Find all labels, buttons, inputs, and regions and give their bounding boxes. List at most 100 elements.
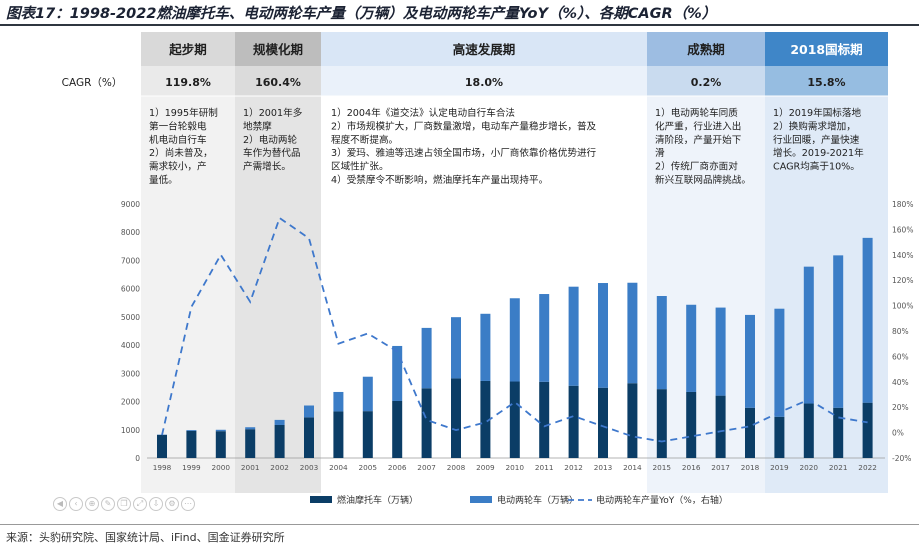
right-axis-tick: 160%	[892, 225, 913, 234]
bar-electric	[833, 255, 844, 408]
cagr-label-bg	[44, 66, 141, 96]
phase-note-line: 1）2001年多	[243, 107, 303, 119]
phase-header-bg	[647, 32, 765, 66]
bar-fuel	[656, 389, 667, 458]
zoom-icon[interactable]: ⊕	[85, 497, 99, 511]
phase-name: 起步期	[168, 42, 207, 57]
bar-electric	[304, 405, 314, 418]
phase-note-line: 新兴互联网品牌挑战。	[655, 174, 751, 186]
bar-electric	[451, 317, 461, 379]
phase-cagr-bg	[141, 66, 235, 96]
phase-note-line: 区域性扩张。	[331, 161, 389, 173]
phase-cagr-value: 18.0%	[465, 76, 503, 89]
phase-note-line: 第一台轮毂电	[149, 120, 207, 132]
more-icon[interactable]: ⋯	[181, 497, 195, 511]
bar-fuel	[304, 417, 314, 458]
bar-electric	[627, 282, 638, 384]
phase-note-line: 行业回暖，产量快速	[773, 134, 860, 146]
right-axis-tick: 20%	[892, 403, 909, 412]
x-axis-tick: 2006	[388, 463, 407, 472]
left-axis-tick: 0	[135, 454, 140, 463]
x-axis-tick: 2009	[476, 463, 495, 472]
x-axis-tick: 2008	[447, 463, 466, 472]
phase-body-bg	[141, 96, 235, 493]
x-axis-tick: 2021	[829, 463, 848, 472]
x-axis-tick: 2001	[241, 463, 260, 472]
bar-fuel	[745, 407, 755, 458]
phase-note-line: 需求较小，产	[149, 161, 207, 173]
right-axis-tick: 0%	[892, 429, 904, 438]
bar-fuel	[392, 400, 403, 458]
left-axis-tick: 6000	[121, 285, 140, 294]
legend-yoy-label: 电动两轮车产量YoY（%，右轴）	[596, 494, 728, 506]
bar-fuel	[568, 385, 579, 458]
bar-fuel	[274, 424, 285, 458]
settings-icon[interactable]: ⚙	[165, 497, 179, 511]
copy-icon[interactable]: ❐	[117, 497, 131, 511]
left-axis-tick: 7000	[121, 256, 140, 265]
phase-header-bg	[321, 32, 647, 66]
chart-title: 图表17：1998-2022燃油摩托车、电动两轮车产量（万辆）及电动两轮车产量Y…	[6, 6, 717, 22]
phase-name: 成熟期	[687, 42, 725, 57]
left-axis-tick: 1000	[121, 426, 140, 435]
legend-electric-label: 电动两轮车（万辆）	[497, 494, 578, 506]
bar-electric	[333, 391, 344, 412]
x-axis-tick: 2005	[359, 463, 378, 472]
bar-fuel	[333, 411, 344, 458]
phase-cagr-bg	[647, 66, 765, 96]
phase-header-bg	[765, 32, 888, 66]
phase-note-line: 4）受禁摩令不断影响，燃油摩托车产量出现持平。	[331, 174, 548, 186]
bar-electric	[568, 286, 579, 386]
legend-fuel-swatch	[310, 496, 332, 503]
left-axis-tick: 4000	[121, 341, 140, 350]
right-axis-tick: 180%	[892, 200, 913, 209]
phase-note-line: 1）电动两轮车同质	[655, 107, 738, 119]
phase-cagr-value: 15.8%	[807, 76, 845, 89]
phase-note-line: 滑	[655, 148, 665, 159]
bar-fuel	[686, 391, 697, 458]
x-axis-tick: 2022	[858, 463, 877, 472]
bar-electric	[421, 327, 432, 389]
bar-fuel	[833, 407, 844, 458]
edit-icon[interactable]: ✎	[101, 497, 115, 511]
legend-fuel-label: 燃油摩托车（万辆）	[337, 494, 418, 506]
phase-header-bg	[141, 32, 235, 66]
left-axis-tick: 9000	[121, 200, 140, 209]
bar-electric	[745, 314, 755, 408]
x-axis-tick: 1998	[153, 463, 172, 472]
x-axis-tick: 2012	[564, 463, 583, 472]
bar-fuel	[157, 434, 167, 458]
bar-electric	[215, 429, 226, 432]
phase-note-line: 增长。2019-2021年	[773, 147, 864, 159]
bar-electric	[362, 376, 373, 412]
phase-name: 2018国标期	[790, 42, 862, 57]
download-icon[interactable]: ⇩	[149, 497, 163, 511]
phase-note-line: 车作为替代品	[243, 147, 301, 159]
phase-note-line: 清阶段，产量开始下	[655, 134, 742, 146]
phase-note-line: 2）市场规模扩大，厂商数量激增，电动车产量稳步增长，普及	[331, 120, 597, 132]
left-axis-tick: 3000	[121, 369, 140, 378]
bar-electric	[186, 430, 197, 431]
bar-fuel	[245, 429, 256, 458]
x-axis-tick: 2011	[535, 463, 554, 472]
phase-cagr-bg	[235, 66, 321, 96]
share-icon[interactable]: ◀	[53, 497, 67, 511]
phase-note-line: 1）1995年研制	[149, 107, 218, 119]
phase-note-line: 2）尚未普及，	[149, 147, 213, 159]
x-axis-tick: 2004	[329, 463, 348, 472]
bar-fuel	[598, 387, 608, 458]
phase-note-line: 1）2004年《道交法》认定电动自行车合法	[331, 107, 515, 119]
right-axis-tick: 140%	[892, 251, 913, 260]
phase-note-line: 2）传统厂商亦面对	[655, 161, 738, 173]
legend-electric-swatch	[470, 496, 492, 503]
phase-note-line: 量低。	[149, 174, 178, 186]
expand-icon[interactable]: ⤢	[133, 497, 147, 511]
bar-fuel	[215, 431, 226, 458]
phase-cagr-value: 0.2%	[691, 76, 722, 89]
previous-icon[interactable]: ‹	[69, 497, 83, 511]
bar-fuel	[186, 430, 197, 458]
x-axis-tick: 1999	[182, 463, 201, 472]
bar-fuel	[539, 381, 550, 458]
phase-note-line: 2）换购需求增加，	[773, 120, 856, 132]
